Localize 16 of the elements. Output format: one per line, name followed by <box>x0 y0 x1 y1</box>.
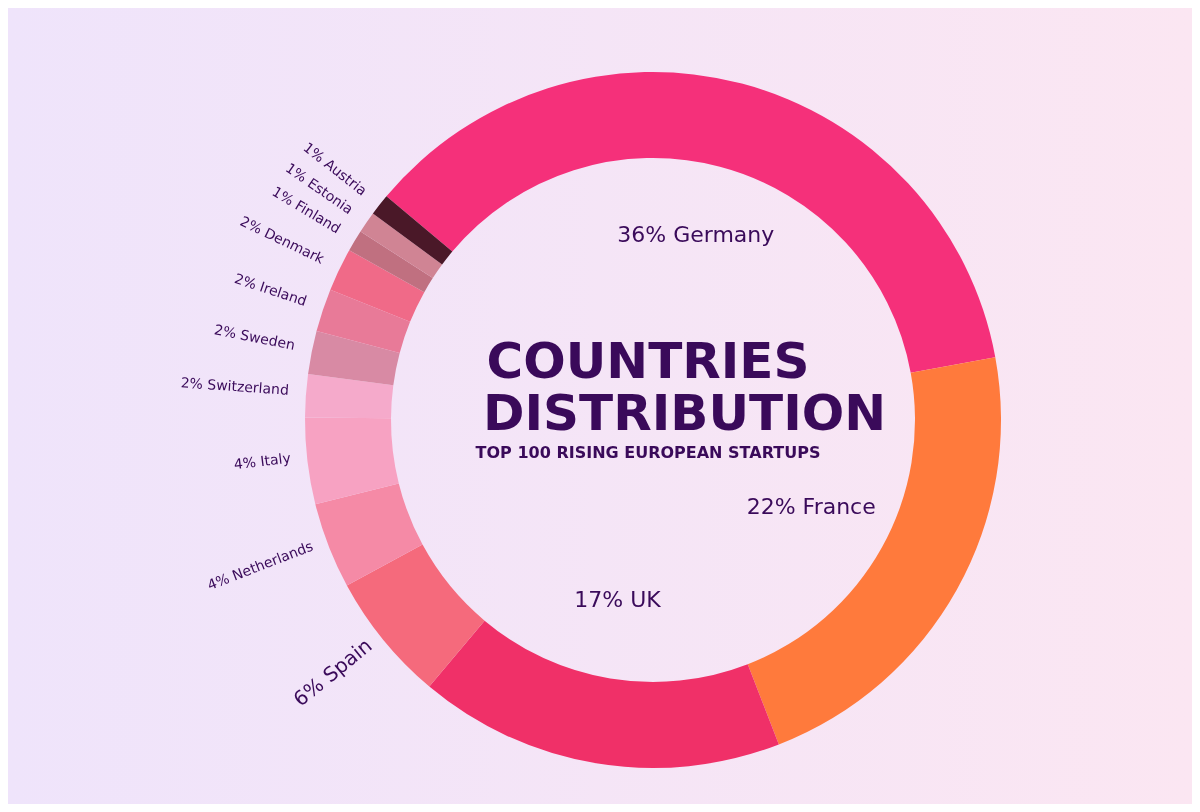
donut-slice <box>315 483 423 586</box>
donut-slice <box>429 620 779 768</box>
slice-label: 4% Italy <box>232 449 292 473</box>
text: TOP 100 RISING EUROPEAN STARTUPS <box>474 443 822 462</box>
slice-label: 2% Switzerland <box>180 374 290 398</box>
slice-label: 36% Germany <box>617 221 775 247</box>
slice-label: 22% France <box>746 493 876 519</box>
donut-slice <box>372 196 453 265</box>
donut-slice <box>308 331 400 386</box>
donut-slice <box>360 213 443 279</box>
text: COUNTRIES DISTRIBUTION <box>483 332 887 442</box>
donut-slice <box>316 289 411 354</box>
donut-slice <box>330 250 425 322</box>
slice-label: 2% Sweden <box>212 321 297 353</box>
slice-label: 17% UK <box>574 586 662 612</box>
donut-slice <box>349 231 433 293</box>
